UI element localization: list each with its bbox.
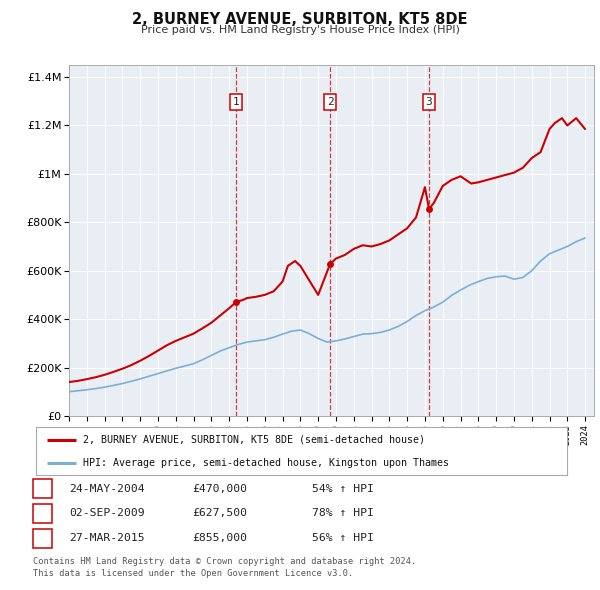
Text: 56% ↑ HPI: 56% ↑ HPI [312,533,374,543]
Text: 1: 1 [233,97,239,107]
Text: Price paid vs. HM Land Registry's House Price Index (HPI): Price paid vs. HM Land Registry's House … [140,25,460,35]
Text: 3: 3 [425,97,433,107]
Text: 78% ↑ HPI: 78% ↑ HPI [312,509,374,518]
Text: 1: 1 [39,484,46,493]
Text: 3: 3 [39,533,46,543]
Text: £470,000: £470,000 [192,484,247,493]
Text: 02-SEP-2009: 02-SEP-2009 [69,509,145,518]
Text: 2, BURNEY AVENUE, SURBITON, KT5 8DE: 2, BURNEY AVENUE, SURBITON, KT5 8DE [132,12,468,27]
Text: £855,000: £855,000 [192,533,247,543]
Text: 24-MAY-2004: 24-MAY-2004 [69,484,145,493]
Text: 2, BURNEY AVENUE, SURBITON, KT5 8DE (semi-detached house): 2, BURNEY AVENUE, SURBITON, KT5 8DE (sem… [83,435,425,445]
Text: 2: 2 [39,509,46,518]
Text: Contains HM Land Registry data © Crown copyright and database right 2024.: Contains HM Land Registry data © Crown c… [33,558,416,566]
Text: This data is licensed under the Open Government Licence v3.0.: This data is licensed under the Open Gov… [33,569,353,578]
Text: HPI: Average price, semi-detached house, Kingston upon Thames: HPI: Average price, semi-detached house,… [83,458,449,468]
Text: £627,500: £627,500 [192,509,247,518]
Text: 54% ↑ HPI: 54% ↑ HPI [312,484,374,493]
Text: 2: 2 [327,97,334,107]
Text: 27-MAR-2015: 27-MAR-2015 [69,533,145,543]
